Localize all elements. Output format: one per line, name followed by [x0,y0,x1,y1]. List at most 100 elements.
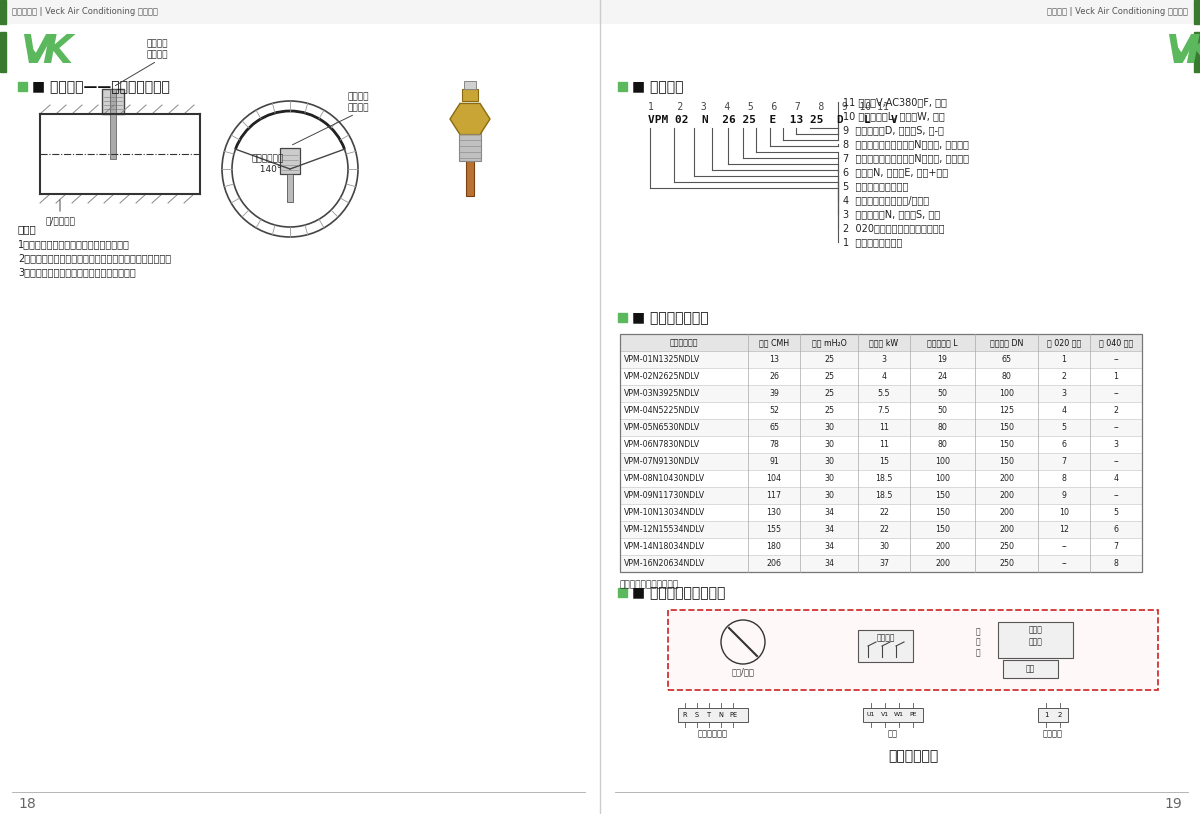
Bar [620,334,1142,572]
Text: 30: 30 [824,491,834,500]
Text: 39: 39 [769,389,779,398]
Text: 点地/过闸: 点地/过闸 [732,667,755,676]
Text: 水泵: 水泵 [888,729,898,738]
Bar [0,0,6,24]
Text: 18: 18 [18,797,36,811]
Bar [110,89,116,159]
Bar [620,538,1142,555]
Text: 远程启停: 远程启停 [1043,729,1063,738]
Text: K: K [1186,33,1200,71]
Text: 流量 CMH: 流量 CMH [758,338,790,347]
Text: 25: 25 [824,372,834,381]
Bar [668,610,1158,690]
Text: 备注：: 备注： [18,224,37,234]
Text: 1: 1 [1114,372,1118,381]
Text: 8: 8 [1114,559,1118,568]
Text: 25: 25 [824,355,834,364]
Text: 37: 37 [878,559,889,568]
Text: PE: PE [728,712,737,718]
Text: 膨胀罐容量 L: 膨胀罐容量 L [928,338,958,347]
Text: 25: 25 [824,406,834,415]
Text: 感温套管
随机附送: 感温套管 随机附送 [347,93,368,112]
Text: 200: 200 [935,559,950,568]
Text: 安装与维护 | Veck Air Conditioning 维克空调: 安装与维护 | Veck Air Conditioning 维克空调 [12,7,158,16]
Text: 注：超低温机组配单泵。: 注：超低温机组配单泵。 [620,580,679,589]
Bar [18,82,28,91]
Text: --: -- [1061,559,1067,568]
Text: 22: 22 [878,525,889,534]
Bar [620,555,1142,572]
Text: VPM-07N9130NDLV: VPM-07N9130NDLV [624,457,700,466]
Text: ■ 水力模块用户接线图: ■ 水力模块用户接线图 [632,586,725,600]
Text: 100: 100 [935,457,950,466]
Text: V: V [1165,33,1195,71]
Text: 250: 250 [998,559,1014,568]
Text: 15: 15 [878,457,889,466]
Text: 2: 2 [1114,406,1118,415]
Text: 7: 7 [1062,457,1067,466]
Text: 11: 11 [878,423,889,432]
Bar [620,402,1142,419]
Text: 2: 2 [1062,372,1067,381]
Text: V1: V1 [881,712,889,717]
Bar [620,487,1142,504]
Text: 8  热水泵扬程（当前位为N空调时, 不表示）: 8 热水泵扬程（当前位为N空调时, 不表示） [842,139,968,149]
Text: VPM-08N10430NDLV: VPM-08N10430NDLV [624,474,706,483]
Text: 水力模块 | Veck Air Conditioning 维克空调: 水力模块 | Veck Air Conditioning 维克空调 [1048,7,1188,16]
Text: U1: U1 [866,712,875,717]
Text: 30: 30 [824,423,834,432]
Text: --: -- [1114,491,1118,500]
Bar [600,0,1200,24]
Text: 3: 3 [882,355,887,364]
Text: 150: 150 [998,457,1014,466]
Text: VPM-06N7830NDLV: VPM-06N7830NDLV [624,440,700,449]
Text: ■ 水力模块参数表: ■ 水力模块参数表 [632,311,709,325]
Text: 200: 200 [998,474,1014,483]
Text: S: S [695,712,700,718]
Bar [620,419,1142,436]
Bar [620,504,1142,521]
Text: 水泵空开: 水泵空开 [876,633,895,642]
Text: 3: 3 [1062,389,1067,398]
Text: 10 水泵型式：L, 立式；W, 卧式: 10 水泵型式：L, 立式；W, 卧式 [842,111,944,121]
Text: V: V [20,33,50,71]
Text: 1: 1 [1044,712,1049,718]
Text: 34: 34 [824,508,834,517]
Text: ■ 型号说明: ■ 型号说明 [632,80,684,94]
Bar [1038,708,1068,722]
Text: 6  功能：N, 空调；E, 空调+热水: 6 功能：N, 空调；E, 空调+热水 [842,167,948,177]
Bar [1194,32,1200,72]
Text: 5.5: 5.5 [877,389,890,398]
Text: 配 020 数量: 配 020 数量 [1046,338,1081,347]
Bar [618,82,628,91]
Text: 125: 125 [998,406,1014,415]
Text: 2  020模块数量（模块管组型号）: 2 020模块数量（模块管组型号） [842,223,944,233]
Text: 3、感温套管放在电控箱或控制器配件包内。: 3、感温套管放在电控箱或控制器配件包内。 [18,267,136,277]
Text: 4: 4 [1114,474,1118,483]
Bar [1003,660,1058,678]
Text: VPM-09N11730NDLV: VPM-09N11730NDLV [624,491,706,500]
Text: T: T [707,712,712,718]
Text: 200: 200 [935,542,950,551]
Text: 12: 12 [1060,525,1069,534]
Text: 6: 6 [1114,525,1118,534]
Text: 19: 19 [937,355,948,364]
Bar [0,0,600,24]
Text: 热模: 热模 [1025,664,1034,673]
Text: 4  空调泵：流量（立方/小时）: 4 空调泵：流量（立方/小时） [842,195,929,205]
Text: 10: 10 [1060,508,1069,517]
Text: 2: 2 [1058,712,1062,718]
Bar [620,385,1142,402]
Bar [287,174,293,202]
Bar [620,368,1142,385]
Text: 主水泵: 主水泵 [1028,625,1043,634]
Text: 200: 200 [998,491,1014,500]
Bar [863,708,923,722]
Text: 117: 117 [767,491,781,500]
Bar [620,521,1142,538]
Text: 100: 100 [998,389,1014,398]
Bar [462,89,478,101]
Bar [620,453,1142,470]
Text: 13: 13 [769,355,779,364]
Text: 9: 9 [1062,491,1067,500]
